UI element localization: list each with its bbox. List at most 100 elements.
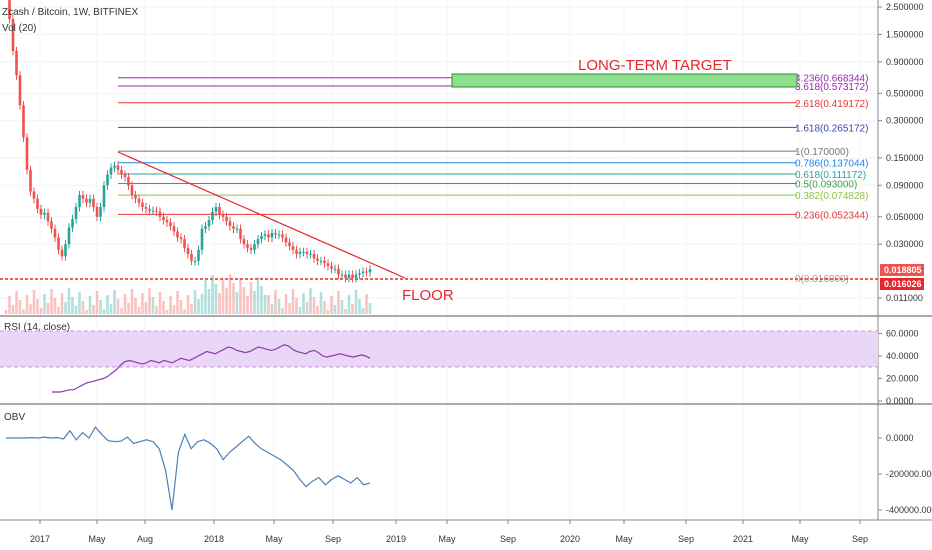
candle-body	[8, 0, 11, 19]
volume-bar	[127, 303, 130, 314]
volume-indicator-label: Vol (20)	[2, 23, 36, 34]
time-tick-label: May	[615, 534, 633, 544]
fib-level-label: 0.5(0.093000)	[795, 180, 857, 191]
volume-bar	[347, 295, 351, 314]
candle-body	[354, 274, 358, 278]
candle-body	[179, 237, 183, 240]
volume-bar	[151, 297, 155, 314]
volume-bar	[239, 278, 242, 314]
candle-body	[11, 18, 15, 52]
volume-bar	[326, 310, 330, 314]
volume-bar	[291, 289, 295, 314]
volume-bar	[228, 274, 232, 314]
candle-body	[193, 260, 197, 262]
grid-lines	[0, 0, 878, 520]
volume-bar	[186, 295, 190, 314]
volume-bar	[235, 292, 239, 314]
volume-bar	[88, 296, 92, 314]
volume-bar	[53, 298, 57, 314]
volume-bar	[106, 295, 109, 314]
time-tick-label: Sep	[678, 534, 694, 544]
obv-tick-label: -200000.0000	[886, 469, 932, 479]
volume-bar	[351, 304, 354, 314]
volume-bar	[211, 275, 214, 314]
candle-body	[358, 273, 361, 275]
volume-bar	[120, 308, 123, 314]
downtrend-line[interactable]	[117, 151, 406, 279]
time-tick-label: Aug	[137, 534, 153, 544]
time-tick-label: Sep	[852, 534, 868, 544]
target-label: LONG-TERM TARGET	[578, 57, 732, 74]
candle-body	[81, 195, 85, 199]
volume-bar	[298, 307, 302, 314]
volume-bar	[113, 290, 116, 314]
obv-title: OBV	[4, 412, 25, 423]
volume-bar	[277, 299, 281, 314]
time-tick-label: 2020	[560, 534, 580, 544]
floor-price-text: 0.016026	[884, 279, 922, 289]
volume-bar	[57, 307, 60, 314]
volume-bar	[71, 297, 74, 314]
candle-body	[92, 198, 95, 208]
volume-bar	[361, 308, 365, 314]
volume-bar	[183, 309, 186, 314]
volume-bar	[263, 295, 267, 314]
volume-bars	[4, 274, 372, 314]
fib-level-label: 0.618(0.111172)	[795, 170, 866, 181]
volume-bar	[295, 298, 298, 314]
candle-body	[221, 214, 225, 217]
candle-body	[127, 177, 130, 186]
candlestick-series	[8, 0, 372, 283]
candle-body	[225, 216, 228, 222]
fib-level-label: 4.236(0.668344)	[795, 74, 868, 85]
volume-bar	[169, 296, 172, 314]
target-box[interactable]	[451, 73, 798, 88]
obv-tick-label: 0.0000	[886, 433, 914, 443]
volume-bar	[81, 301, 85, 314]
fib-level-label: 0.786(0.137044)	[795, 159, 868, 170]
volume-bar	[130, 289, 134, 314]
candle-body	[176, 231, 179, 238]
candle-body	[347, 274, 351, 278]
time-tick-label: May	[88, 534, 106, 544]
candle-body	[46, 212, 50, 222]
volume-bar	[74, 306, 78, 314]
volume-bar	[109, 304, 113, 314]
candle-body	[43, 212, 46, 215]
volume-bar	[158, 292, 162, 314]
rsi-tick-label: 20.0000	[886, 374, 919, 384]
candle-body	[32, 191, 36, 199]
price-tick-label: 2.500000	[886, 2, 924, 12]
price-tick-label: 0.500000	[886, 88, 924, 98]
price-tick-label: 0.900000	[886, 57, 924, 67]
candle-body	[267, 234, 270, 238]
volume-bar	[274, 290, 277, 314]
volume-bar	[319, 292, 323, 314]
time-tick-label: May	[265, 534, 283, 544]
candle-body	[218, 207, 221, 215]
volume-bar	[60, 293, 64, 314]
price-tick-label: 0.300000	[886, 116, 924, 126]
candle-body	[148, 208, 151, 211]
candle-body	[256, 239, 260, 245]
candle-body	[186, 247, 190, 254]
volume-bar	[29, 304, 32, 314]
volume-bar	[270, 304, 274, 314]
price-tick-label: 0.011000	[886, 293, 923, 303]
floor-label: FLOOR	[402, 287, 454, 304]
price-tick-label: 0.050000	[886, 212, 924, 222]
volume-bar	[330, 296, 333, 314]
volume-bar	[344, 309, 347, 314]
volume-bar	[246, 296, 249, 314]
candle-body	[78, 195, 81, 208]
candle-body	[316, 258, 319, 261]
volume-bar	[144, 302, 148, 314]
last-price-text: 0.018805	[884, 265, 922, 275]
candle-body	[228, 221, 232, 227]
candle-body	[309, 253, 312, 255]
volume-bar	[225, 288, 228, 314]
candle-body	[288, 242, 291, 247]
volume-bar	[64, 302, 67, 314]
candle-body	[253, 244, 256, 250]
candle-body	[235, 228, 239, 230]
